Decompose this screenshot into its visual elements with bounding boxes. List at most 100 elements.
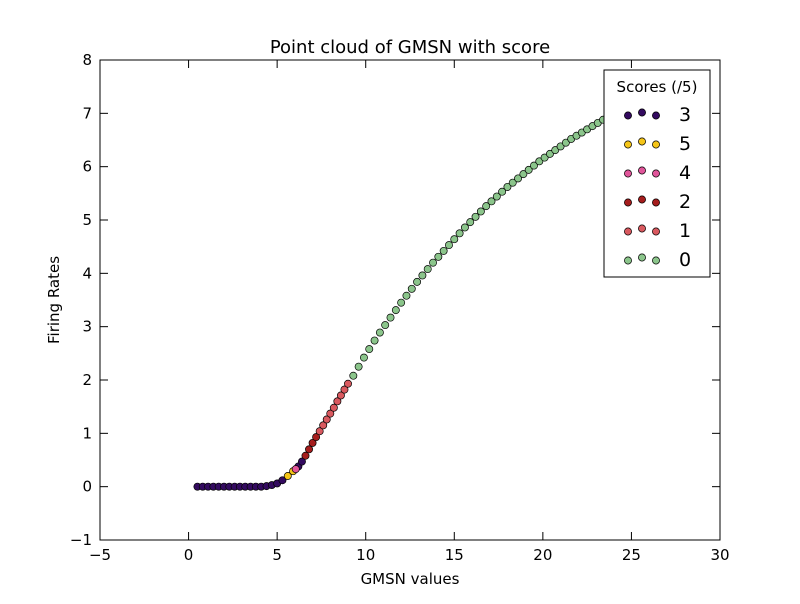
data-point [308, 438, 317, 447]
data-point [301, 451, 310, 460]
data-point [434, 252, 443, 261]
data-point [413, 277, 422, 286]
legend-marker [652, 227, 660, 236]
data-point [466, 218, 475, 227]
legend-marker [624, 198, 632, 207]
legend-marker [624, 140, 632, 149]
data-point [423, 265, 432, 274]
legend-item: 0 [624, 249, 691, 271]
data-point [329, 403, 338, 412]
data-point [305, 445, 313, 454]
legend-label: 0 [679, 249, 691, 271]
chart-title: Point cloud of GMSN with score [270, 37, 550, 58]
data-point [278, 476, 287, 485]
data-point [349, 371, 358, 380]
legend-item: 3 [624, 104, 691, 126]
y-tick-label: 6 [82, 158, 92, 176]
legend-title: Scores (/5) [617, 78, 698, 96]
data-point [503, 182, 512, 191]
data-point [471, 212, 480, 221]
legend-marker [652, 198, 660, 207]
data-point [365, 345, 374, 354]
legend-marker [624, 169, 632, 178]
y-tick-label: 5 [82, 211, 92, 229]
legend-label: 5 [679, 133, 691, 155]
data-point [397, 298, 406, 307]
legend-label: 1 [679, 220, 691, 242]
legend-marker [624, 227, 632, 236]
data-point [386, 313, 395, 322]
data-point [540, 153, 549, 162]
data-point [333, 397, 342, 406]
legend-marker [652, 111, 660, 120]
data-point [340, 385, 349, 394]
legend-marker [638, 166, 646, 175]
legend-item: 2 [624, 191, 691, 213]
y-axis-label: Firing Rates [45, 256, 63, 344]
x-tick-label: 30 [710, 546, 729, 564]
legend-marker [638, 108, 646, 117]
y-tick-label: 7 [82, 104, 92, 122]
data-point [381, 321, 390, 330]
data-point [407, 284, 416, 293]
legend: Scores (/5) 3 5 4 2 1 0 [603, 69, 711, 278]
y-tick-label: 8 [82, 51, 92, 69]
x-axis-label: GMSN values [361, 570, 460, 588]
data-point [498, 187, 507, 196]
x-tick-label: 20 [533, 546, 552, 564]
data-point [482, 202, 491, 211]
data-point [354, 362, 363, 371]
legend-marker [652, 169, 660, 178]
data-point [445, 241, 453, 250]
data-point [326, 409, 335, 418]
legend-marker [638, 195, 646, 204]
series-2 [301, 433, 321, 460]
plot-frame [99, 59, 721, 541]
x-tick-label: 5 [272, 546, 282, 564]
data-point [312, 433, 321, 442]
legend-marker [638, 253, 646, 262]
data-point [487, 197, 496, 206]
data-point [283, 472, 292, 480]
data-point [535, 157, 544, 166]
series-1 [315, 379, 352, 436]
data-point [455, 229, 464, 238]
x-tick-label: −5 [89, 546, 111, 564]
legend-marker [652, 256, 660, 265]
y-tick-label: 1 [82, 424, 92, 442]
data-point [359, 353, 368, 362]
series-4 [291, 465, 300, 474]
legend-item: 4 [624, 162, 691, 184]
data-point [322, 415, 331, 424]
y-tick-label: 4 [82, 264, 92, 282]
data-point [514, 174, 523, 183]
legend-marker [638, 224, 646, 233]
data-point [545, 149, 554, 158]
data-point [418, 271, 427, 280]
data-point [291, 465, 300, 474]
x-tick-label: 15 [445, 546, 464, 564]
legend-label: 4 [679, 162, 691, 184]
data-point [508, 178, 517, 187]
legend-label: 2 [679, 191, 691, 213]
data-point [530, 161, 538, 170]
data-point [319, 421, 328, 430]
x-tick-label: 10 [356, 546, 375, 564]
data-point [297, 457, 306, 466]
data-point [429, 258, 437, 267]
data-point [556, 142, 565, 151]
legend-label: 3 [679, 104, 691, 126]
legend-marker [624, 111, 632, 120]
data-point [370, 336, 379, 345]
legend-items: 3 5 4 2 1 0 [624, 104, 691, 271]
data-point [450, 235, 459, 244]
data-point [460, 223, 469, 232]
data-point [524, 165, 533, 174]
y-tick-label: 0 [82, 478, 92, 496]
data-point [492, 192, 501, 201]
legend-marker [638, 137, 646, 146]
data-point [551, 146, 560, 155]
